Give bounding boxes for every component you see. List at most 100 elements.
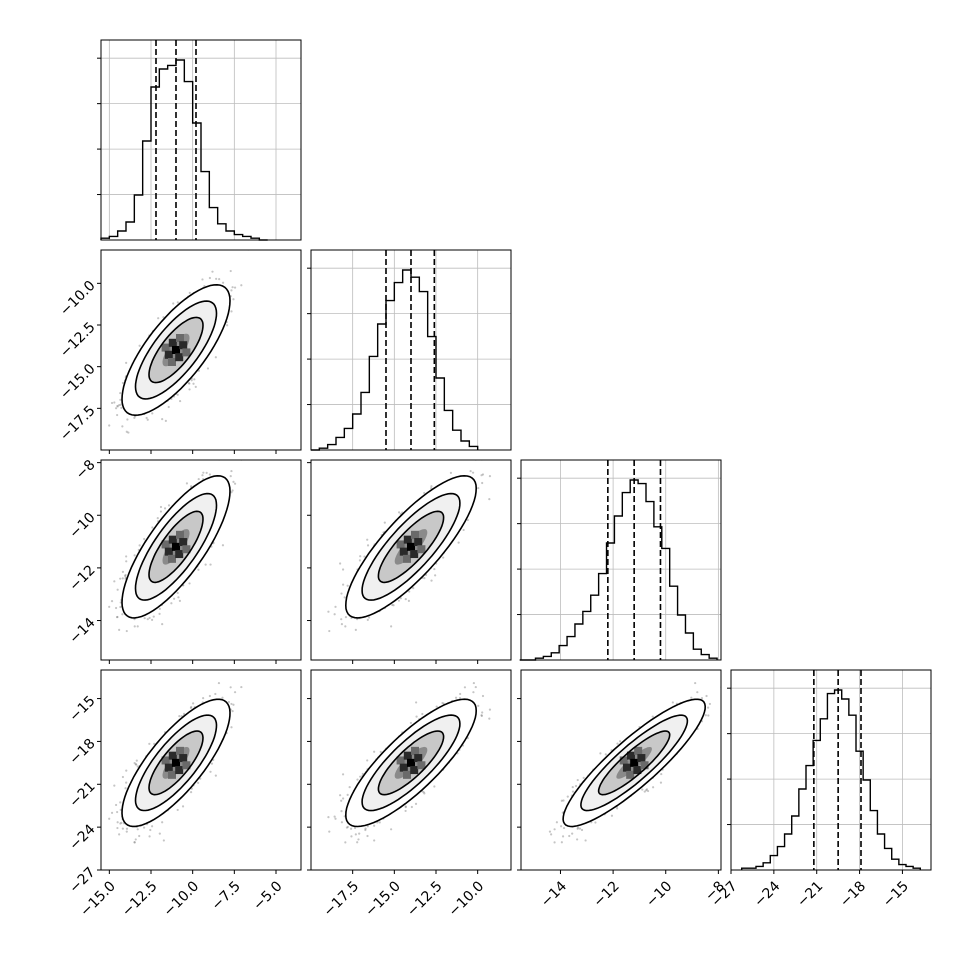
scatter-point: [197, 569, 199, 571]
scatter-point: [119, 392, 121, 394]
scatter-point: [211, 271, 213, 273]
scatter-point: [147, 419, 149, 421]
scatter-point: [121, 613, 123, 615]
scatter-point: [340, 592, 342, 594]
scatter-point: [230, 726, 232, 728]
scatter-point: [188, 582, 190, 584]
scatter-point: [172, 302, 174, 304]
scatter-point: [195, 386, 197, 388]
scatter-point: [209, 563, 211, 565]
scatter-point: [234, 483, 236, 485]
scatter-point: [198, 478, 200, 480]
scatter-point: [116, 405, 118, 407]
density-bin: [417, 545, 425, 553]
scatter-point: [202, 472, 204, 474]
scatter-point: [168, 504, 170, 506]
scatter-panel-r3-c1: [97, 443, 301, 664]
scatter-point: [240, 284, 242, 286]
scatter-point: [433, 568, 435, 570]
density-bin: [169, 536, 177, 544]
scatter-point: [367, 544, 369, 546]
scatter-point: [177, 301, 179, 303]
scatter-point: [115, 804, 117, 806]
scatter-point: [170, 602, 172, 604]
scatter-point: [138, 835, 140, 837]
scatter-point: [442, 556, 444, 558]
scatter-point: [342, 568, 344, 570]
scatter-point: [122, 571, 124, 573]
scatter-point: [188, 382, 190, 384]
scatter-point: [430, 485, 432, 487]
scatter-point: [119, 578, 121, 580]
scatter-point: [137, 625, 139, 627]
scatter-point: [189, 292, 191, 294]
scatter-point: [148, 617, 150, 619]
scatter-point: [207, 367, 209, 369]
scatter-point: [179, 400, 181, 402]
diag-panel-3: [517, 460, 721, 660]
scatter-point: [368, 616, 370, 618]
scatter-point: [125, 560, 127, 562]
density-bin: [179, 538, 187, 546]
scatter-point: [206, 472, 208, 474]
scatter-point: [151, 526, 153, 528]
scatter-point: [164, 507, 166, 509]
scatter-point: [205, 564, 207, 566]
scatter-point: [218, 278, 220, 280]
scatter-panel-r4-c1: [97, 658, 301, 874]
scatter-point: [108, 606, 110, 608]
scatter-point: [113, 580, 115, 582]
scatter-point: [159, 832, 161, 834]
scatter-point: [477, 487, 479, 489]
density-bin: [172, 346, 180, 354]
diag-panel-1: [97, 40, 301, 240]
scatter-point: [161, 418, 163, 420]
scatter-point: [334, 613, 336, 615]
diag-panel-4: [727, 670, 931, 870]
scatter-point: [124, 574, 126, 576]
scatter-point: [328, 630, 330, 632]
scatter-point: [161, 623, 163, 625]
scatter-point: [209, 473, 211, 475]
scatter-point: [179, 600, 181, 602]
scatter-point: [334, 606, 336, 608]
scatter-point: [108, 424, 110, 426]
scatter-point: [158, 613, 160, 615]
scatter-point: [430, 580, 432, 582]
scatter-point: [117, 589, 119, 591]
scatter-point: [144, 617, 146, 619]
scatter-point: [157, 317, 159, 319]
scatter-point: [119, 606, 121, 608]
density-bin: [165, 548, 173, 556]
scatter-point: [367, 619, 369, 621]
scatter-point: [126, 418, 128, 420]
scatter-point: [390, 625, 392, 627]
scatter-point: [139, 544, 141, 546]
scatter-point: [153, 616, 155, 618]
density-bin: [414, 538, 422, 546]
scatter-point: [116, 616, 118, 618]
scatter-point: [121, 425, 123, 427]
scatter-point: [222, 544, 224, 546]
scatter-point: [168, 406, 170, 408]
scatter-point: [119, 399, 121, 401]
scatter-point: [470, 470, 472, 472]
scatter-point: [398, 511, 400, 513]
scatter-point: [116, 414, 118, 416]
scatter-point: [120, 407, 122, 409]
density-bin: [407, 543, 415, 551]
scatter-point: [122, 577, 124, 579]
scatter-point: [366, 539, 368, 541]
scatter-point: [230, 289, 232, 291]
scatter-point: [115, 407, 117, 409]
panel-background: [521, 460, 721, 660]
scatter-point: [463, 529, 465, 531]
scatter-point: [230, 475, 232, 477]
scatter-point: [230, 470, 232, 472]
scatter-point: [146, 417, 148, 419]
scatter-point: [134, 625, 136, 627]
scatter-point: [113, 401, 115, 403]
scatter-point: [163, 839, 165, 841]
